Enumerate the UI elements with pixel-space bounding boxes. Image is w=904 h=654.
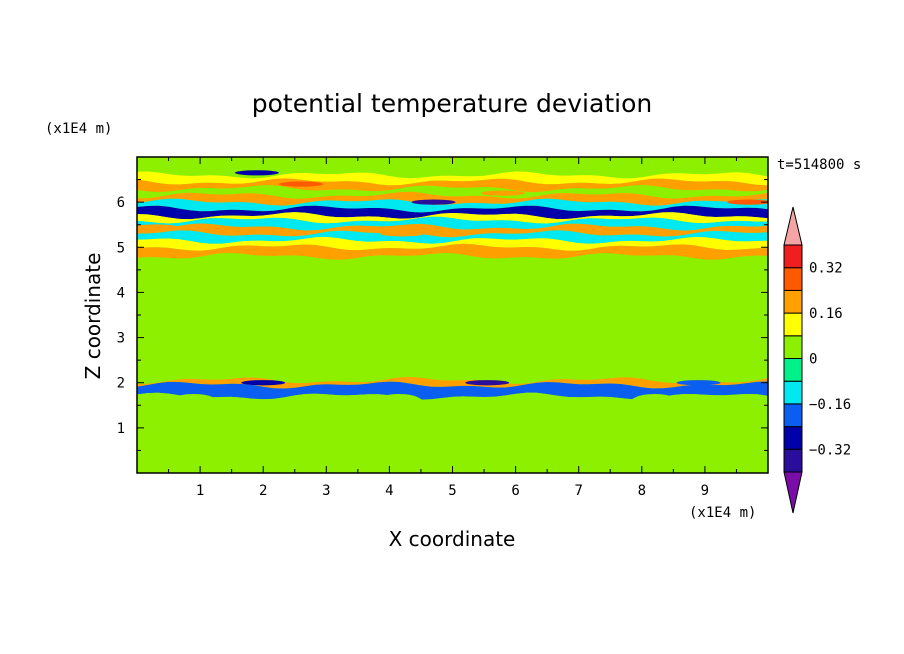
convective-plume: [698, 400, 756, 473]
time-label: t=514800 s: [777, 157, 861, 173]
x-tick-label: 2: [259, 483, 267, 499]
colorbar: 0.32 0.16 0 −0.16 −0.32: [783, 206, 851, 514]
colorbar-segment: [783, 244, 803, 269]
contour-band: [137, 377, 768, 389]
y-tick-label: 5: [117, 240, 125, 256]
x-tick-label: 9: [701, 483, 709, 499]
colorbar-segment: [783, 380, 803, 405]
y-tick-label: 3: [117, 331, 125, 347]
contour-band: [137, 185, 768, 199]
x-tick-label: 6: [511, 483, 519, 499]
contour-band: [137, 358, 768, 375]
x-axis-label: X coordinate: [389, 527, 516, 551]
contour-band: [137, 223, 768, 238]
convective-plume: [499, 394, 557, 473]
extremum-patch: [727, 199, 768, 205]
plot-axes: 1 2 3 4 5 6 7 8 9 1 2 3 4 5 6: [117, 156, 769, 499]
contour-band: [137, 334, 768, 355]
x-tick-label: 1: [196, 483, 204, 499]
contour-band: [137, 266, 768, 287]
chart-title: potential temperature deviation: [252, 89, 652, 118]
x-tick-label: 4: [385, 483, 393, 499]
contour-band: [137, 212, 768, 224]
contour-band: [137, 381, 768, 400]
colorbar-segment: [783, 403, 803, 428]
extremum-patch: [234, 170, 279, 176]
contour-band: [137, 237, 768, 251]
extremum-patch: [241, 380, 286, 386]
convective-plume: [165, 394, 223, 473]
colorbar-segment: [783, 267, 803, 291]
extremum-patch: [465, 380, 510, 386]
colorbar-segment: [783, 289, 803, 314]
colorbar-segment: [783, 426, 803, 450]
y-tick-label: 1: [117, 421, 125, 437]
contour-band: [137, 160, 768, 179]
extremum-patch: [380, 231, 425, 237]
convective-plume: [370, 394, 428, 473]
x-tick-label: 5: [448, 483, 456, 499]
contour-band: [137, 293, 768, 314]
colorbar-segment: [783, 312, 803, 337]
contour-band: [137, 191, 768, 206]
contour-band: [137, 216, 768, 231]
convective-plume: [626, 394, 683, 473]
convective-plume: [556, 400, 614, 473]
contour-band: [137, 279, 768, 301]
colorbar-max-arrow: [783, 206, 803, 246]
extremum-patch: [279, 181, 324, 187]
field-layers: [137, 157, 768, 473]
contour-band: [137, 198, 768, 213]
x-tick-label: 3: [322, 483, 330, 499]
colorbar-tick-label: −0.16: [809, 397, 851, 413]
colorbar-min-arrow: [783, 471, 803, 514]
colorbar-tick-label: 0.32: [809, 261, 843, 277]
contour-band: [137, 205, 768, 220]
contour-band: [137, 347, 768, 366]
colorbar-segment: [783, 358, 803, 382]
y-tick-label: 2: [117, 376, 125, 392]
colorbar-tick-label: 0.16: [809, 306, 843, 322]
extremum-patch: [676, 380, 721, 386]
contour-band: [137, 320, 768, 341]
extremum-patch: [137, 224, 178, 230]
extremum-patch: [411, 199, 456, 205]
colorbar-segment: [783, 448, 803, 473]
y-tick-label: 6: [117, 195, 125, 211]
colorbar-segment: [783, 335, 803, 359]
contour-band: [137, 171, 768, 186]
y-unit-label: (x1E4 m): [45, 121, 112, 137]
contour-band: [137, 367, 768, 384]
x-unit-label: (x1E4 m): [689, 505, 756, 521]
convective-plume: [433, 400, 491, 473]
contour-band: [137, 230, 768, 244]
convective-plume: [260, 400, 317, 473]
colorbar-tick-label: 0: [809, 352, 817, 368]
y-tick-label: 4: [117, 285, 125, 301]
contour-band: [137, 307, 768, 328]
extremum-patch: [480, 190, 525, 196]
x-tick-label: 8: [638, 483, 646, 499]
contour-band: [137, 253, 768, 274]
y-axis-label: Z coordinate: [81, 253, 105, 380]
colorbar-tick-label: −0.32: [809, 442, 851, 458]
contour-field: [137, 157, 768, 473]
contour-band: [137, 243, 768, 260]
x-tick-label: 7: [574, 483, 582, 499]
